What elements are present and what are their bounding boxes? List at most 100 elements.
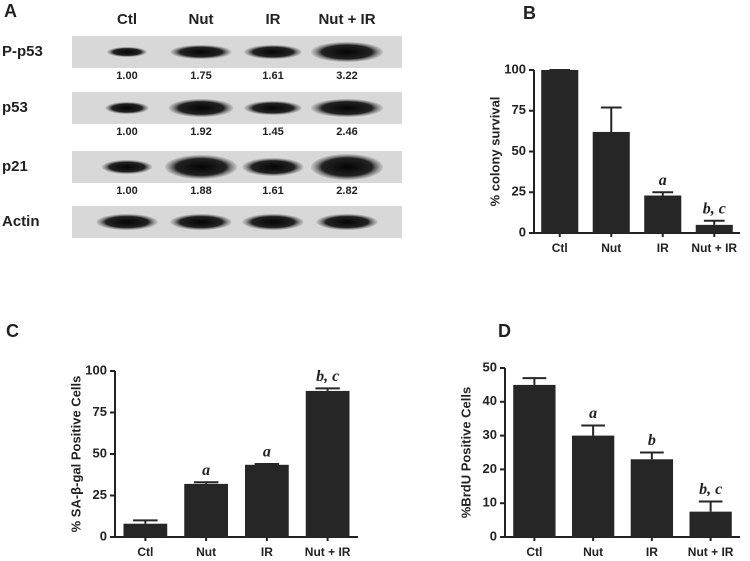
y-tick-label: 0 [100, 528, 107, 543]
quant-label: 3.22 [336, 70, 357, 82]
x-tick-label: Ctl [526, 545, 542, 556]
bar [305, 390, 350, 537]
quant-label: 1.61 [262, 185, 283, 197]
band [168, 99, 234, 117]
band [170, 214, 232, 230]
annotation: b [648, 432, 656, 449]
bar [571, 435, 615, 537]
band [242, 214, 304, 230]
x-tick-label: Nut + IR [688, 545, 734, 556]
band [242, 158, 304, 176]
bar [695, 224, 733, 233]
column-label: Ctl [117, 11, 137, 28]
row-label: p53 [2, 99, 28, 116]
y-tick-label: 10 [483, 495, 497, 510]
y-tick-label: 30 [483, 427, 497, 442]
error-bar [193, 481, 219, 484]
error-bar [698, 500, 723, 512]
annotation: b, c [703, 200, 726, 217]
y-tick-label: 50 [483, 359, 497, 374]
x-tick-label: IR [261, 545, 273, 556]
quant-label: 1.92 [190, 126, 211, 138]
x-tick-label: IR [657, 241, 669, 255]
error-bar [581, 424, 605, 436]
row-label: Actin [2, 213, 40, 230]
x-tick-label: Nut + IR [305, 545, 351, 556]
y-tick-label: 40 [483, 393, 497, 408]
band [165, 155, 237, 179]
y-tick-label: 0 [490, 528, 497, 543]
y-tick-label: 25 [512, 184, 526, 199]
annotation: a [589, 405, 597, 422]
x-tick-label: Nut [583, 545, 603, 556]
quant-label: 2.82 [336, 185, 357, 197]
x-tick-label: Nut [196, 545, 216, 556]
bar [123, 523, 168, 537]
x-tick-label: IR [646, 545, 658, 556]
band [244, 45, 302, 59]
quant-label: 1.61 [262, 70, 283, 82]
x-tick-label: Ctl [137, 545, 153, 556]
panel-label: C [6, 321, 19, 341]
error-bar [600, 106, 622, 132]
error-bar [133, 519, 158, 524]
bar [245, 464, 289, 537]
bar [592, 131, 630, 233]
error-bar [652, 191, 674, 196]
quant-label: 1.88 [190, 185, 211, 197]
band [311, 99, 383, 117]
quant-label: 1.75 [190, 70, 211, 82]
band [311, 154, 383, 180]
row-label: P-p53 [2, 43, 43, 60]
bar [184, 483, 228, 537]
bar [644, 195, 682, 233]
y-tick-label: 25 [93, 487, 107, 502]
y-tick-label: 75 [93, 404, 107, 419]
error-bar [640, 451, 664, 460]
bar [513, 384, 556, 537]
y-axis-label: % colony survival [487, 97, 502, 207]
x-tick-label: Nut [601, 241, 621, 255]
x-tick-label: Ctl [552, 241, 568, 255]
band [96, 214, 158, 230]
y-tick-label: 50 [93, 445, 107, 460]
annotation: b, c [699, 481, 722, 498]
y-tick-label: 50 [512, 143, 526, 158]
bar [541, 70, 579, 233]
y-tick-label: 20 [483, 461, 497, 476]
column-label: Nut + IR [318, 11, 375, 28]
panel-label: D [498, 321, 511, 341]
annotation: a [263, 444, 271, 461]
quant-label: 1.00 [116, 70, 137, 82]
quant-label: 1.00 [116, 126, 137, 138]
y-axis-label: % SA-β-gal Positive Cells [68, 376, 83, 533]
y-tick-label: 0 [519, 224, 526, 239]
quant-label: 1.00 [116, 185, 137, 197]
band [170, 45, 232, 59]
column-label: Nut [189, 11, 214, 28]
x-tick-label: Nut + IR [691, 241, 737, 255]
annotation: a [659, 172, 667, 189]
column-label: IR [266, 11, 281, 28]
band [105, 102, 149, 114]
y-tick-label: 100 [504, 61, 526, 76]
error-bar [254, 462, 280, 465]
band [244, 101, 302, 115]
panel-label: A [4, 1, 17, 21]
bar [630, 459, 674, 537]
band [107, 47, 147, 57]
row-label: p21 [2, 158, 28, 175]
annotation: b, c [316, 368, 339, 385]
quant-label: 2.46 [336, 126, 357, 138]
error-bar [522, 377, 547, 385]
error-bar [315, 387, 340, 391]
error-bar [703, 219, 725, 225]
annotation: a [202, 462, 210, 479]
band [311, 42, 383, 62]
y-axis-label: %BrdU Positive Cells [458, 387, 473, 519]
y-tick-label: 75 [512, 102, 526, 117]
bar [689, 511, 732, 537]
band [316, 214, 378, 230]
band [101, 160, 153, 174]
